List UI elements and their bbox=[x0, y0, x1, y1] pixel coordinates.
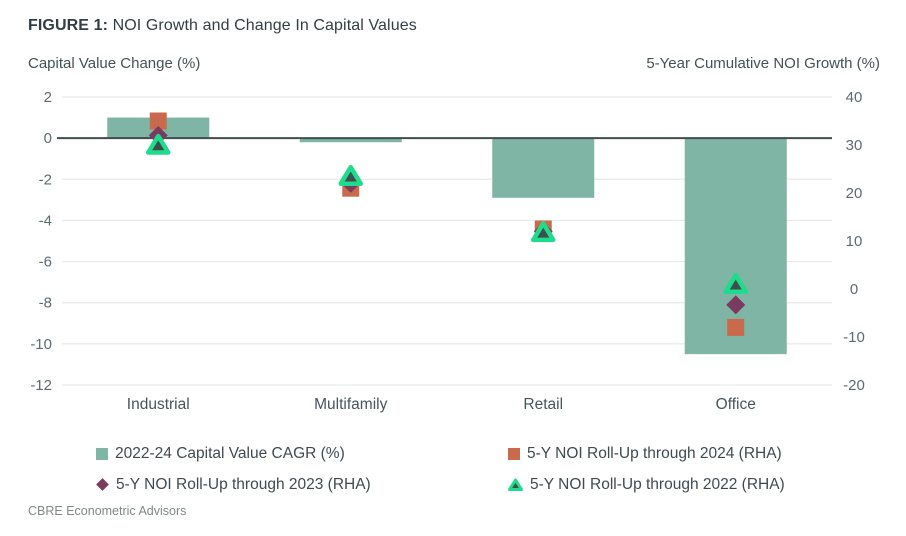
legend-label: 5-Y NOI Roll-Up through 2023 (RHA) bbox=[116, 475, 371, 493]
right-axis-title: 5-Year Cumulative NOI Growth (%) bbox=[646, 55, 880, 72]
marker-2022-multifamily bbox=[338, 164, 363, 186]
right-axis-tick-0: 0 bbox=[850, 281, 858, 298]
legend-item-noi-rollup-2023: 5-Y NOI Roll-Up through 2023 (RHA) bbox=[96, 469, 508, 500]
marker-2022-industrial bbox=[146, 133, 171, 155]
legend-teal-square-icon bbox=[96, 447, 108, 460]
category-label-retail: Retail bbox=[523, 396, 563, 413]
right-axis-tick--10: -10 bbox=[843, 329, 865, 346]
left-axis-tick--10: -10 bbox=[30, 336, 52, 353]
chart-canvas: 20-2-4-6-8-10-12403020100-10-20Industria… bbox=[30, 89, 865, 413]
right-axis-tick-20: 20 bbox=[846, 185, 863, 202]
marker-2022-office bbox=[723, 272, 748, 294]
marker-2023-office bbox=[726, 295, 746, 315]
legend-item-capital-value-cagr: 2022-24 Capital Value CAGR (%) bbox=[96, 438, 508, 469]
figure-title: FIGURE 1: NOI Growth and Change In Capit… bbox=[28, 17, 417, 35]
left-axis-tick--6: -6 bbox=[39, 254, 52, 271]
bar-office bbox=[684, 138, 787, 355]
bar-retail bbox=[492, 138, 595, 198]
legend-label: 2022-24 Capital Value CAGR (%) bbox=[115, 444, 345, 462]
legend-label: 5-Y NOI Roll-Up through 2022 (RHA) bbox=[530, 475, 785, 493]
legend-item-noi-rollup-2022: 5-Y NOI Roll-Up through 2022 (RHA) bbox=[508, 469, 876, 500]
right-axis-tick-30: 30 bbox=[846, 137, 863, 154]
category-label-industrial: Industrial bbox=[127, 396, 190, 413]
source-attribution: CBRE Econometric Advisors bbox=[28, 504, 187, 518]
chart-legend: 2022-24 Capital Value CAGR (%) 5-Y NOI R… bbox=[96, 438, 876, 500]
legend-orange-square-icon bbox=[508, 447, 520, 460]
left-axis-tick--4: -4 bbox=[39, 212, 52, 229]
legend-label: 5-Y NOI Roll-Up through 2024 (RHA) bbox=[527, 444, 782, 462]
category-label-multifamily: Multifamily bbox=[314, 396, 387, 413]
marker-2022-retail bbox=[531, 221, 556, 243]
right-axis-tick-40: 40 bbox=[846, 89, 863, 106]
left-axis-tick--8: -8 bbox=[39, 295, 52, 312]
bar-multifamily bbox=[299, 138, 402, 143]
legend-plum-diamond-icon bbox=[96, 478, 109, 491]
category-label-office: Office bbox=[716, 396, 756, 413]
left-axis-tick--2: -2 bbox=[39, 171, 52, 188]
figure-name: NOI Growth and Change In Capital Values bbox=[108, 17, 417, 34]
left-axis-tick-2: 2 bbox=[44, 89, 52, 106]
legend-green-triangle-icon bbox=[508, 478, 523, 491]
legend-item-noi-rollup-2024: 5-Y NOI Roll-Up through 2024 (RHA) bbox=[508, 438, 876, 469]
figure-label: FIGURE 1: bbox=[28, 17, 109, 34]
right-axis-tick-10: 10 bbox=[846, 233, 863, 250]
left-axis-tick--12: -12 bbox=[30, 377, 52, 394]
left-axis-tick-0: 0 bbox=[44, 130, 52, 147]
left-axis-title: Capital Value Change (%) bbox=[28, 55, 201, 72]
marker-2024-industrial bbox=[149, 112, 167, 130]
right-axis-tick--20: -20 bbox=[843, 377, 865, 394]
marker-2024-office bbox=[727, 318, 745, 336]
